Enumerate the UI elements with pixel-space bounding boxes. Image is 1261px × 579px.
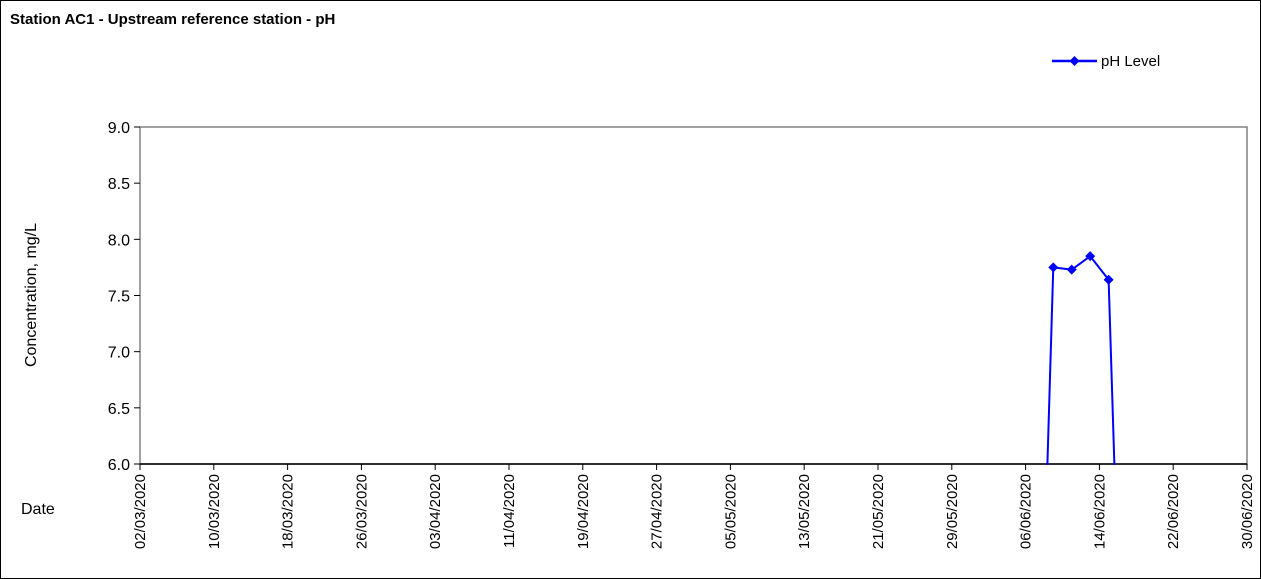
chart-title: Station AC1 - Upstream reference station… bbox=[10, 11, 336, 28]
y-tick-label: 7.0 bbox=[108, 345, 130, 362]
y-tick-label: 7.5 bbox=[108, 289, 130, 306]
y-tick-label: 6.0 bbox=[108, 457, 130, 474]
x-tick-label: 10/03/2020 bbox=[206, 474, 223, 549]
y-axis: 6.0 6.5 7.0 7.5 8.0 8.5 9.0 bbox=[108, 120, 140, 474]
x-tick-label: 29/05/2020 bbox=[944, 474, 961, 549]
data-point bbox=[1066, 264, 1077, 275]
x-tick-label: 22/06/2020 bbox=[1165, 474, 1182, 549]
x-axis-label: Date bbox=[21, 501, 55, 518]
x-tick-label: 03/04/2020 bbox=[427, 474, 444, 549]
y-tick-label: 9.0 bbox=[108, 120, 130, 137]
x-tick-label: 18/03/2020 bbox=[280, 474, 297, 549]
x-tick-label: 13/05/2020 bbox=[796, 474, 813, 549]
y-tick-label: 8.0 bbox=[108, 232, 130, 249]
data-point bbox=[1048, 262, 1059, 273]
plot-area bbox=[139, 126, 1248, 465]
x-tick-label: 14/06/2020 bbox=[1091, 474, 1108, 549]
x-tick-label: 05/05/2020 bbox=[722, 474, 739, 549]
legend: pH Level bbox=[1052, 53, 1160, 70]
x-tick-label: 26/03/2020 bbox=[353, 474, 370, 549]
y-tick-label: 6.5 bbox=[108, 401, 130, 418]
x-tick-label: 30/06/2020 bbox=[1239, 474, 1256, 549]
x-tick-label: 06/06/2020 bbox=[1018, 474, 1035, 549]
x-tick-label: 11/04/2020 bbox=[501, 474, 518, 548]
x-tick-label: 02/03/2020 bbox=[132, 474, 149, 549]
x-tick-label: 19/04/2020 bbox=[575, 474, 592, 549]
y-tick-label: 8.5 bbox=[108, 176, 130, 193]
legend-label: pH Level bbox=[1101, 53, 1160, 70]
data-point bbox=[1085, 251, 1096, 262]
series-layer bbox=[1046, 251, 1116, 465]
legend-marker bbox=[1069, 56, 1080, 66]
data-point bbox=[1103, 274, 1114, 285]
x-tick-label: 27/04/2020 bbox=[649, 474, 666, 549]
x-axis: 02/03/2020 10/03/2020 18/03/2020 26/03/2020… bbox=[132, 463, 1256, 549]
series-line bbox=[1046, 254, 1116, 465]
x-tick-label: 21/05/2020 bbox=[870, 474, 887, 549]
y-axis-label: Concentration, mg/L bbox=[23, 223, 40, 367]
